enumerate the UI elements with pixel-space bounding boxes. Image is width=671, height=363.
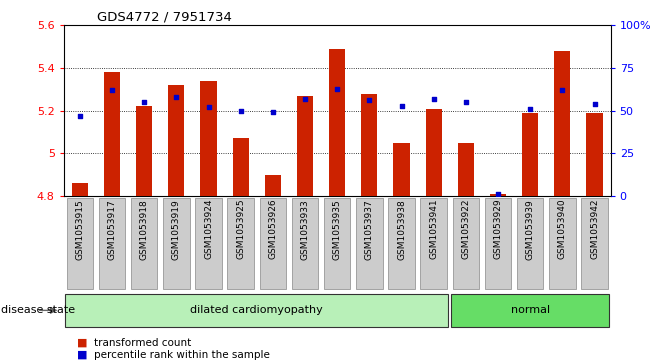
- FancyBboxPatch shape: [195, 198, 221, 289]
- Bar: [586, 113, 603, 196]
- Bar: [233, 138, 249, 196]
- FancyBboxPatch shape: [421, 198, 447, 289]
- FancyBboxPatch shape: [389, 198, 415, 289]
- FancyBboxPatch shape: [131, 198, 158, 289]
- Text: transformed count: transformed count: [94, 338, 191, 348]
- FancyBboxPatch shape: [260, 198, 286, 289]
- FancyBboxPatch shape: [452, 294, 609, 327]
- Point: [396, 103, 407, 109]
- FancyBboxPatch shape: [163, 198, 189, 289]
- Text: disease state: disease state: [1, 305, 74, 315]
- Text: GSM1053919: GSM1053919: [172, 199, 181, 260]
- Bar: [554, 51, 570, 196]
- Text: GSM1053937: GSM1053937: [365, 199, 374, 260]
- FancyBboxPatch shape: [99, 198, 125, 289]
- Text: GSM1053922: GSM1053922: [462, 199, 470, 259]
- Point: [525, 106, 535, 112]
- Point: [557, 87, 568, 93]
- Text: GSM1053935: GSM1053935: [333, 199, 342, 260]
- Text: GSM1053929: GSM1053929: [493, 199, 503, 260]
- Text: normal: normal: [511, 305, 550, 315]
- Text: GSM1053942: GSM1053942: [590, 199, 599, 259]
- Text: ■: ■: [77, 350, 88, 360]
- Text: GSM1053939: GSM1053939: [525, 199, 535, 260]
- Text: GSM1053925: GSM1053925: [236, 199, 245, 260]
- Bar: [522, 113, 538, 196]
- FancyBboxPatch shape: [517, 198, 544, 289]
- FancyBboxPatch shape: [324, 198, 350, 289]
- Bar: [361, 94, 377, 196]
- Bar: [265, 175, 281, 196]
- Point: [268, 110, 278, 115]
- Point: [364, 98, 374, 103]
- Bar: [201, 81, 217, 196]
- Text: GSM1053938: GSM1053938: [397, 199, 406, 260]
- Bar: [490, 194, 506, 196]
- Point: [300, 96, 311, 102]
- FancyBboxPatch shape: [356, 198, 382, 289]
- FancyBboxPatch shape: [227, 198, 254, 289]
- Text: GSM1053917: GSM1053917: [107, 199, 117, 260]
- FancyBboxPatch shape: [549, 198, 576, 289]
- Point: [428, 96, 439, 102]
- Bar: [329, 49, 345, 196]
- Bar: [104, 72, 120, 196]
- Point: [171, 94, 182, 100]
- Text: GSM1053941: GSM1053941: [429, 199, 438, 260]
- Point: [236, 108, 246, 114]
- Bar: [425, 109, 442, 196]
- Point: [107, 87, 117, 93]
- Point: [332, 86, 343, 91]
- FancyBboxPatch shape: [581, 198, 608, 289]
- Text: GSM1053915: GSM1053915: [75, 199, 85, 260]
- Bar: [136, 106, 152, 196]
- Point: [139, 99, 150, 105]
- Text: ■: ■: [77, 338, 88, 348]
- Bar: [297, 96, 313, 196]
- Text: GSM1053926: GSM1053926: [268, 199, 277, 260]
- FancyBboxPatch shape: [453, 198, 479, 289]
- Text: dilated cardiomyopathy: dilated cardiomyopathy: [191, 305, 323, 315]
- FancyBboxPatch shape: [65, 294, 448, 327]
- Bar: [168, 85, 185, 196]
- Bar: [393, 143, 409, 196]
- FancyBboxPatch shape: [292, 198, 318, 289]
- Point: [74, 113, 85, 119]
- Text: GSM1053940: GSM1053940: [558, 199, 567, 260]
- Text: GSM1053918: GSM1053918: [140, 199, 149, 260]
- Point: [203, 105, 214, 110]
- Text: GSM1053933: GSM1053933: [301, 199, 309, 260]
- FancyBboxPatch shape: [485, 198, 511, 289]
- Text: percentile rank within the sample: percentile rank within the sample: [94, 350, 270, 360]
- Text: GDS4772 / 7951734: GDS4772 / 7951734: [97, 11, 232, 24]
- Bar: [458, 143, 474, 196]
- Point: [589, 101, 600, 107]
- FancyBboxPatch shape: [66, 198, 93, 289]
- Text: GSM1053924: GSM1053924: [204, 199, 213, 259]
- Point: [493, 191, 503, 197]
- Bar: [72, 183, 88, 196]
- Point: [460, 99, 471, 105]
